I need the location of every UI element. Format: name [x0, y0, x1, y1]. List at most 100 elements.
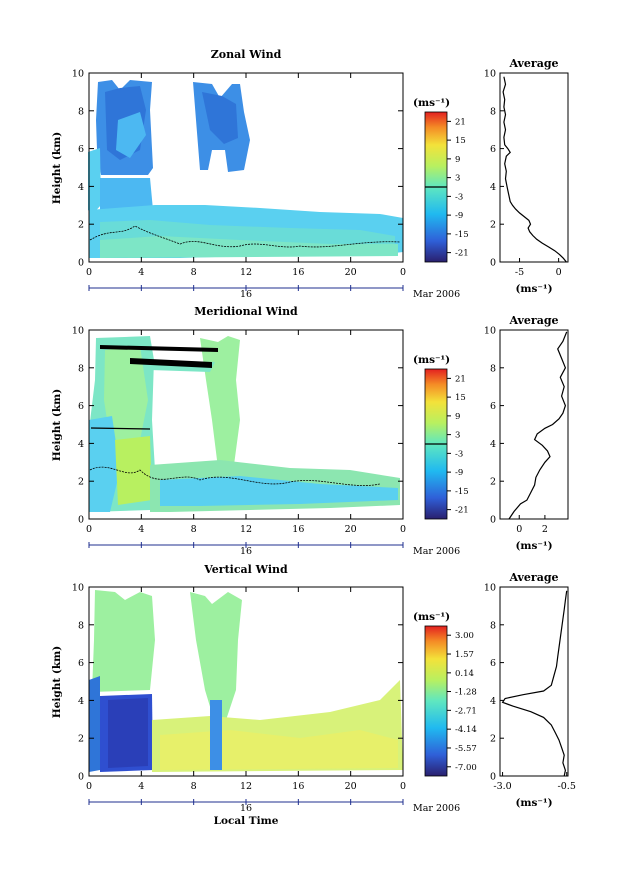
avg-x-tick-label: 2 [542, 524, 548, 535]
y-tick-label: 6 [78, 658, 84, 669]
colorbar-tick-label: 9 [455, 155, 460, 165]
avg-x-tick-label: 0 [556, 267, 562, 278]
colorbar-tick-label: -9 [455, 468, 463, 478]
colorbar-tick-label: -21 [455, 506, 469, 516]
x-tick-label: 4 [138, 524, 144, 535]
y-tick-label: 8 [78, 363, 84, 374]
heatmap-cell [89, 416, 120, 512]
heatmap-cell [200, 336, 240, 468]
chart-title: Zonal Wind [211, 48, 282, 61]
average-profile-line [502, 76, 567, 263]
colorbar-tick-label: 15 [455, 393, 466, 403]
heatmap-data [89, 590, 403, 772]
colorbar-tick-label: 1.57 [455, 650, 474, 660]
avg-y-tick-label: 10 [484, 583, 496, 594]
colorbar-tick-label: 21 [455, 117, 466, 127]
heatmap-cell [116, 112, 146, 158]
x-tick-label: 0 [400, 781, 406, 792]
y-tick-label: 4 [78, 439, 84, 450]
heatmap-cell [92, 590, 155, 692]
average-title: Average [508, 314, 558, 327]
avg-y-tick-label: 6 [490, 144, 496, 155]
x-tick-label: 16 [292, 524, 304, 535]
chart-title: Vertical Wind [203, 563, 288, 576]
colorbar-tick-label: 21 [455, 374, 466, 384]
avg-x-tick-label: -0.5 [558, 781, 576, 792]
x-tick-label: 0 [86, 267, 92, 278]
date-month: Mar 2006 [413, 546, 460, 557]
colorbar-ticks: 21 15 9 3 -3 -9 -15 -21 [447, 117, 469, 259]
avg-y-tick-label: 10 [484, 69, 496, 80]
avg-y-tick-label: 4 [490, 439, 496, 450]
x-tick-label: 12 [240, 524, 252, 535]
y-tick-label: 2 [78, 220, 84, 231]
x-axis-label: Local Time [214, 815, 279, 827]
y-tick-label: 0 [78, 258, 84, 269]
colorbar-tick-label: -15 [455, 230, 469, 240]
y-tick-label: 2 [78, 477, 84, 488]
avg-x-tick-label: -3.0 [493, 781, 511, 792]
x-tick-label: 20 [345, 781, 357, 792]
colorbar-unit: (ms⁻¹) [413, 97, 450, 109]
average-x-label: (ms⁻¹) [515, 283, 552, 295]
x-tick-label: 0 [86, 781, 92, 792]
date-day: 16 [240, 289, 252, 300]
colorbar-ticks: 21 15 9 3 -3 -9 -15 -21 [447, 374, 469, 516]
average-axes: -5 0 0 2 4 6 8 10 [484, 69, 562, 279]
avg-y-tick-label: 4 [490, 696, 496, 707]
x-tick-label: 20 [345, 524, 357, 535]
colorbar-tick-label: -1.28 [455, 688, 477, 698]
x-tick-label: 16 [292, 267, 304, 278]
heatmap-cell [160, 730, 398, 770]
y-tick-label: 4 [78, 182, 84, 193]
colorbar-tick-label: 0.14 [455, 669, 474, 679]
colorbar-ticks: 3.00 1.57 0.14 -1.28 -2.71 -4.14 -5.57 -7.00 [447, 631, 477, 773]
y-tick-label: 0 [78, 515, 84, 526]
y-tick-label: 4 [78, 696, 84, 707]
heatmap-cell [88, 148, 101, 215]
heatmap-cell [210, 700, 222, 770]
colorbar [424, 625, 448, 777]
heatmap-cell [115, 436, 152, 505]
y-tick-label: 8 [78, 106, 84, 117]
average-frame [499, 72, 569, 263]
date-month: Mar 2006 [413, 289, 460, 300]
average-profile-line [501, 590, 568, 777]
y-axis-label: Height (km) [51, 389, 63, 461]
avg-y-tick-label: 8 [490, 363, 496, 374]
average-title: Average [508, 571, 558, 584]
avg-y-tick-label: 8 [490, 106, 496, 117]
colorbar-tick-label: 9 [455, 412, 460, 422]
avg-y-tick-label: 8 [490, 620, 496, 631]
x-tick-label: 16 [292, 781, 304, 792]
average-frame [499, 586, 569, 777]
average-axes: -3.0 -0.5 0 2 4 6 8 10 [484, 583, 576, 793]
avg-x-tick-label: -5 [515, 267, 524, 278]
colorbar-tick-label: -15 [455, 487, 469, 497]
colorbar-tick-label: -9 [455, 211, 463, 221]
colorbar-tick-label: -5.57 [455, 744, 477, 754]
x-tick-label: 4 [138, 267, 144, 278]
colorbar-tick-label: -21 [455, 249, 469, 259]
heatmap-cell [190, 592, 242, 720]
x-tick-label: 0 [86, 524, 92, 535]
y-tick-label: 2 [78, 734, 84, 745]
colorbar-tick-label: 15 [455, 136, 466, 146]
colorbar-unit: (ms⁻¹) [413, 611, 450, 623]
heatmap-cell [100, 178, 153, 215]
average-title: Average [508, 57, 558, 70]
average-x-label: (ms⁻¹) [515, 797, 552, 809]
colorbar-tick-label: -3 [455, 449, 463, 459]
avg-y-tick-label: 6 [490, 658, 496, 669]
contour-line [90, 427, 151, 430]
date-month: Mar 2006 [413, 803, 460, 814]
colorbar-tick-label: 3.00 [455, 631, 474, 641]
x-tick-label: 8 [191, 267, 197, 278]
y-tick-label: 10 [72, 583, 84, 594]
x-tick-label: 20 [345, 267, 357, 278]
date-day: 16 [240, 546, 252, 557]
